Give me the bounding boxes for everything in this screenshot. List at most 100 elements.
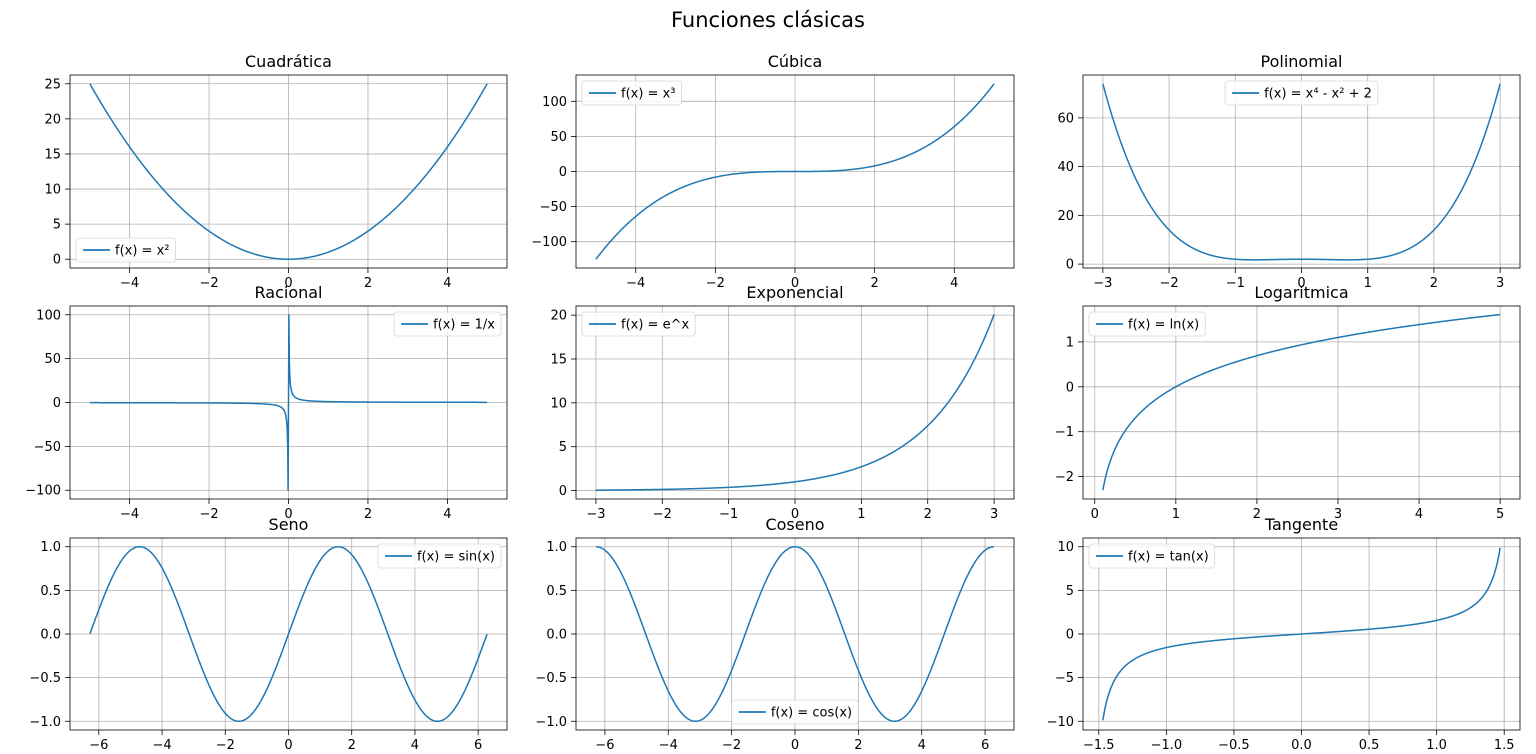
x-tick-label: 0 (284, 738, 292, 753)
x-tick-label: 2 (1253, 507, 1261, 522)
x-tick-label: 0 (1297, 276, 1305, 291)
y-tick-label: 0 (1066, 258, 1074, 273)
y-tick-label: 0.5 (546, 584, 567, 599)
x-tick-label: −2 (1159, 276, 1178, 291)
y-tick-label: 0 (53, 396, 61, 411)
legend-label: f(x) = x³ (621, 87, 675, 102)
subplot-title: Seno (269, 515, 309, 534)
legend-label: f(x) = sin(x) (417, 550, 495, 565)
series-line (1102, 83, 1501, 261)
subplot-title: Cúbica (768, 52, 823, 71)
x-tick-label: 3 (990, 507, 998, 522)
x-tick-label: 0.0 (1291, 738, 1312, 753)
y-tick-label: −100 (531, 235, 567, 250)
y-tick-label: 0 (1066, 628, 1074, 643)
legend-box (581, 311, 696, 337)
axes-frame (1082, 305, 1521, 500)
x-tick-label: −1.5 (1083, 738, 1115, 753)
subplot-title: Tangente (1264, 515, 1338, 534)
subplot-title: Coseno (765, 515, 824, 534)
x-tick-label: −1.0 (1151, 738, 1183, 753)
legend-label: f(x) = 1/x (433, 318, 495, 333)
y-tick-label: 1.0 (546, 540, 567, 555)
y-tick-label: 50 (44, 352, 61, 367)
y-tick-label: 0.0 (40, 628, 61, 643)
series-line (1102, 547, 1501, 721)
y-tick-label: −50 (34, 440, 61, 455)
y-tick-label: −5 (1055, 671, 1074, 686)
y-tick-label: 40 (1057, 160, 1074, 175)
legend-label: f(x) = x² (115, 244, 169, 259)
y-tick-label: 100 (36, 308, 61, 323)
y-tick-label: 50 (550, 130, 567, 145)
y-tick-label: 10 (44, 183, 61, 198)
y-tick-label: 10 (550, 396, 567, 411)
legend: f(x) = cos(x) (731, 699, 859, 725)
y-tick-label: 1.0 (40, 540, 61, 555)
x-tick-label: 6 (981, 738, 989, 753)
y-tick-label: −2 (1055, 470, 1074, 485)
legend-box (1224, 80, 1379, 106)
subplot-7: −6 −4 −2 0 2 4 6 −1.0 −0.5 0.0 0.5 1.0 Seno f(x) = si… (29, 515, 508, 753)
legend-label: f(x) = x⁴ - x² + 2 (1264, 87, 1372, 102)
legend-box (731, 699, 859, 725)
legend: f(x) = tan(x) (1088, 543, 1216, 569)
x-tick-label: 2 (854, 738, 862, 753)
legend-box (581, 80, 682, 106)
x-tick-label: 2 (1430, 276, 1438, 291)
x-tick-label: −4 (120, 276, 139, 291)
x-tick-label: 0 (1091, 507, 1099, 522)
subplot-title: Exponencial (746, 283, 843, 302)
y-tick-label: 5 (1066, 584, 1074, 599)
x-tick-label: 2 (364, 276, 372, 291)
subplot-8: −6 −4 −2 0 2 4 6 −1.0 −0.5 0.0 0.5 1.0 Coseno f(x) = … (535, 515, 1015, 753)
x-tick-label: 1.0 (1426, 738, 1447, 753)
x-tick-label: 0 (791, 276, 799, 291)
series-line (595, 83, 995, 260)
subplot-5: −3 −2 −1 0 1 2 3 0 5 10 15 20 Exponencial f(x) = e^x (550, 283, 1015, 522)
subplot-9: −1.5 −1.0 −0.5 0.0 0.5 1.0 1.5 −10 −5 0 5 10 Tangent… (1047, 515, 1521, 753)
x-tick-label: 0 (284, 507, 292, 522)
legend: f(x) = x³ (581, 80, 682, 106)
subplot-4: −4 −2 0 2 4 −100 −50 0 50 100 Racional f(x) = 1/x (25, 283, 508, 522)
x-tick-label: −6 (595, 738, 614, 753)
x-tick-label: −2 (722, 738, 741, 753)
x-tick-label: 2 (924, 507, 932, 522)
x-tick-label: −2 (653, 507, 672, 522)
y-tick-label: −1.0 (29, 715, 61, 730)
y-tick-label: 20 (44, 112, 61, 127)
y-tick-label: 100 (542, 95, 567, 110)
y-tick-label: 20 (550, 309, 567, 324)
x-tick-label: 1 (857, 507, 865, 522)
x-tick-label: 4 (443, 276, 451, 291)
subplot-title: Polinomial (1261, 52, 1343, 71)
subplot-title: Logarítmica (1254, 283, 1348, 302)
x-tick-label: −4 (659, 738, 678, 753)
y-tick-label: 0 (1066, 380, 1074, 395)
y-tick-label: −1 (1055, 425, 1074, 440)
series-line (1102, 313, 1501, 491)
series-line (89, 83, 488, 260)
y-tick-label: 0.0 (546, 628, 567, 643)
y-tick-label: −10 (1047, 715, 1074, 730)
x-tick-label: 1 (1172, 507, 1180, 522)
subplot-1: −4 −2 0 2 4 0 5 10 15 20 25 Cuadrática f(x) = x² (44, 52, 508, 291)
legend-box (1088, 543, 1216, 569)
x-tick-label: 2 (870, 276, 878, 291)
subplot-title: Racional (255, 283, 323, 302)
legend-box (75, 237, 176, 263)
x-tick-label: −0.5 (1218, 738, 1250, 753)
series-line (89, 545, 488, 723)
x-tick-label: 4 (950, 276, 958, 291)
figure-title: Funciones clásicas (670, 8, 865, 32)
x-tick-label: −2 (706, 276, 725, 291)
x-tick-label: −6 (89, 738, 108, 753)
x-tick-label: 4 (1415, 507, 1423, 522)
legend: f(x) = sin(x) (377, 543, 502, 569)
y-tick-label: 60 (1057, 111, 1074, 126)
y-tick-label: 0.5 (40, 584, 61, 599)
x-tick-label: −3 (586, 507, 605, 522)
x-tick-label: −4 (152, 738, 171, 753)
x-tick-label: 0 (791, 738, 799, 753)
x-tick-label: 0 (284, 276, 292, 291)
